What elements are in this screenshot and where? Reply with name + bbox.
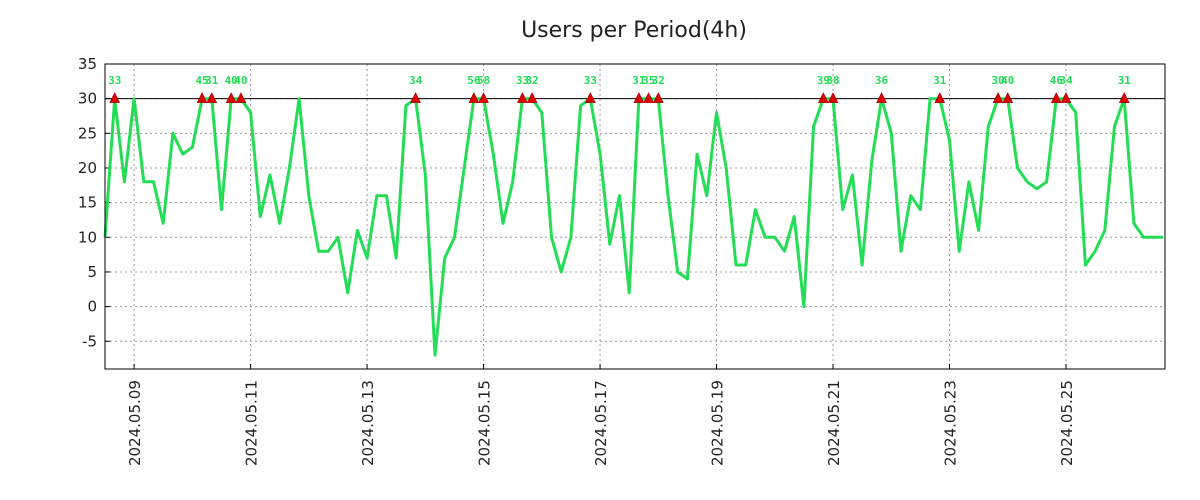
y-tick-label: 10 (78, 228, 97, 246)
peak-marker (827, 92, 839, 103)
peak-label: 34 (409, 74, 423, 87)
peak-marker (876, 92, 887, 103)
x-axis: 2024.05.09 2024.05.11 2024.05.13 2024.05.15… (126, 364, 1076, 466)
peak-label: 40 (1001, 74, 1014, 87)
peak-label: 38 (826, 74, 839, 87)
peak-marker (934, 92, 946, 103)
x-tick-label: 2024.05.25 (1058, 380, 1076, 466)
peak-marker (109, 92, 121, 103)
y-tick-label: 25 (78, 124, 97, 142)
peak-marker (468, 92, 480, 103)
x-tick-label: 2024.05.13 (359, 380, 377, 466)
peak-label: 33 (584, 74, 597, 87)
peak-label: 33 (108, 74, 121, 87)
peak-marker (196, 92, 208, 103)
peak-label: 31 (1118, 74, 1132, 87)
grid (105, 63, 1165, 369)
peak-label: 31 (205, 74, 219, 87)
peak-label: 58 (477, 74, 490, 87)
peak-marker (1118, 92, 1130, 103)
peak-label: 33 (516, 74, 529, 87)
peak-label: 32 (525, 74, 538, 87)
peak-label: 36 (875, 74, 889, 87)
peak-marker (478, 92, 489, 103)
peak-marker (206, 92, 218, 103)
peak-marker (817, 92, 829, 103)
y-tick-label: -5 (82, 332, 97, 350)
y-tick-label: 5 (87, 263, 97, 281)
peak-marker (235, 92, 247, 103)
y-tick-label: 0 (87, 298, 97, 316)
peak-marker (643, 92, 654, 103)
peak-marker (225, 92, 237, 103)
x-tick-label: 2024.05.11 (243, 380, 261, 466)
y-tick-label: 20 (78, 159, 97, 177)
peak-label: 31 (933, 74, 947, 87)
peak-marker (516, 92, 528, 103)
peak-marker (652, 92, 664, 103)
y-tick-label: 15 (78, 194, 97, 212)
series (103, 97, 1164, 357)
peak-label: 32 (652, 74, 665, 87)
peak-label: 56 (467, 74, 481, 87)
chart-title: Users per Period(4h) (521, 18, 747, 43)
peak-marker (1002, 92, 1014, 103)
peak-marker (1060, 92, 1072, 103)
y-tick-label: 35 (78, 55, 97, 73)
peak-marker (992, 92, 1004, 103)
peak-label: 40 (234, 74, 247, 87)
x-tick-label: 2024.05.09 (126, 380, 144, 466)
x-tick-label: 2024.05.19 (709, 380, 727, 466)
x-tick-label: 2024.05.15 (476, 380, 494, 466)
x-tick-label: 2024.05.17 (592, 380, 610, 466)
peak-label: 34 (1059, 74, 1073, 87)
peak-marker (633, 92, 645, 103)
peak-label: 40 (225, 74, 238, 87)
series-line-users (103, 97, 1164, 357)
y-tick-label: 30 (78, 90, 97, 108)
x-tick-label: 2024.05.23 (942, 380, 960, 466)
peak-label: 30 (991, 74, 1004, 87)
peak-marker (584, 92, 596, 103)
peak-marker (526, 92, 538, 103)
peak-label: 35 (642, 74, 655, 87)
peak-markers (109, 92, 1130, 103)
x-tick-label: 2024.05.21 (825, 380, 843, 466)
y-axis: -5 0 5 10 15 20 25 30 35 (78, 55, 110, 350)
peak-marker (410, 92, 422, 103)
peak-label: 45 (195, 74, 208, 87)
peak-label: 39 (817, 74, 830, 87)
peak-label: 31 (632, 74, 646, 87)
peak-label: 46 (1050, 74, 1064, 87)
peak-marker (1050, 92, 1062, 103)
plot-frame (104, 63, 1166, 370)
